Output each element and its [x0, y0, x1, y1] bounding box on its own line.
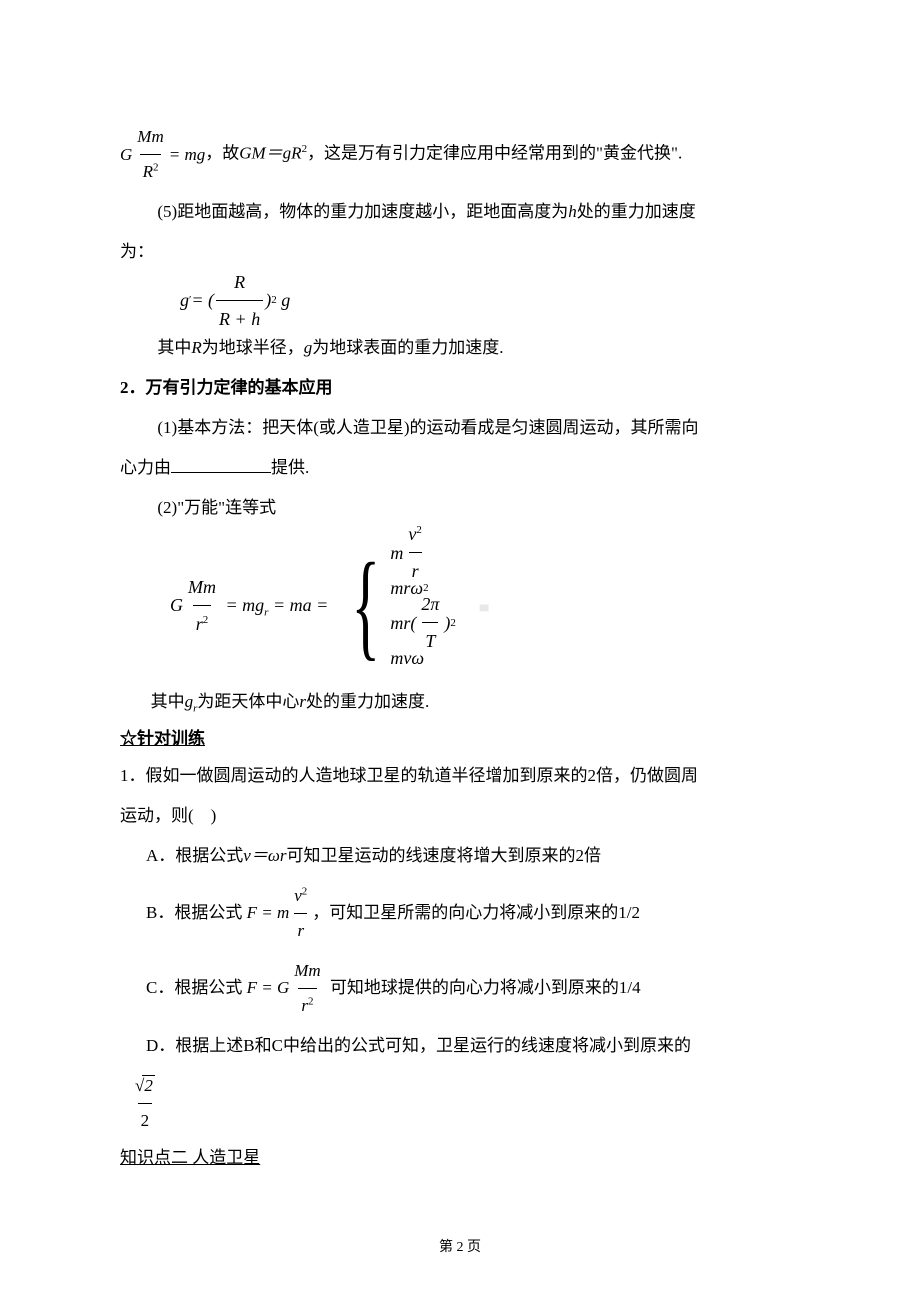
case-3: mr(2πT)2	[390, 606, 456, 640]
app2: (2)"万能"连等式	[120, 491, 800, 525]
option-a: A．根据公式v＝ωr可知卫星运动的线速度将增大到原来的2倍	[146, 839, 800, 873]
item5-line1: (5)距地面越高，物体的重力加速度越小，距地面高度为h处的重力加速度	[120, 195, 800, 229]
var-h: h	[568, 202, 577, 221]
left-brace: {	[351, 545, 380, 665]
option-b: B．根据公式 F = mv2r ，可知卫星所需的向心力将减小到原来的1/2	[146, 879, 800, 948]
q1-line2: 运动，则( )	[120, 799, 800, 833]
option-d: D．根据上述B和C中给出的公式可知，卫星运行的线速度将减小到原来的	[146, 1029, 800, 1063]
option-d-frac: 22	[130, 1069, 800, 1138]
fill-blank[interactable]	[171, 455, 271, 473]
line-golden-sub: GMmR2 = mg ，故GM＝gR2，这是万有引力定律应用中经常用到的"黄金代…	[120, 120, 800, 189]
page-footer: 第 2 页	[0, 1234, 920, 1262]
case-1: mv2r	[390, 536, 456, 570]
train-heading: ☆针对训练	[120, 725, 800, 752]
heading-2: 2．万有引力定律的基本应用	[120, 371, 800, 405]
formula-cases: GMmr2 = mgr = ma = { mv2r mrω2 mr(2πT)2 …	[170, 535, 800, 675]
q1-line1: 1．假如一做圆周运动的人造地球卫星的轨道半径增加到原来的2倍，仍做圆周	[120, 759, 800, 793]
option-c: C．根据公式 F = GMmr2 可知地球提供的向心力将减小到原来的1/4	[146, 954, 800, 1023]
watermark-square: ■	[479, 595, 490, 623]
golden-text-tail: ，这是万有引力定律应用中经常用到的"黄金代换".	[307, 143, 682, 162]
app1-line2: 心力由提供.	[120, 451, 800, 485]
app1-line1: (1)基本方法：把天体(或人造卫星)的运动看成是匀速圆周运动，其所需向	[120, 411, 800, 445]
golden-eq: GM＝gR	[239, 143, 301, 162]
cases-body: mv2r mrω2 mr(2πT)2 mvω	[390, 535, 456, 675]
formula-gmmr2-mg: GMmR2 = mg	[120, 120, 205, 189]
page: GMmR2 = mg ，故GM＝gR2，这是万有引力定律应用中经常用到的"黄金代…	[0, 0, 920, 1302]
formula-g-prime: g′ = (RR + h)2 g	[180, 275, 800, 325]
case-4: mvω	[390, 641, 456, 675]
kp2-heading: 知识点二 人造卫星	[120, 1144, 800, 1171]
g-formula-note: 其中R为地球半径，g为地球表面的重力加速度.	[120, 331, 800, 365]
optB-formula: F = mv2r	[242, 879, 312, 948]
golden-text-prefix: ，故	[205, 143, 239, 162]
optC-formula: F = GMmr2	[242, 954, 330, 1023]
gr-note: 其中gr为距天体中心r处的重力加速度.	[120, 685, 800, 719]
